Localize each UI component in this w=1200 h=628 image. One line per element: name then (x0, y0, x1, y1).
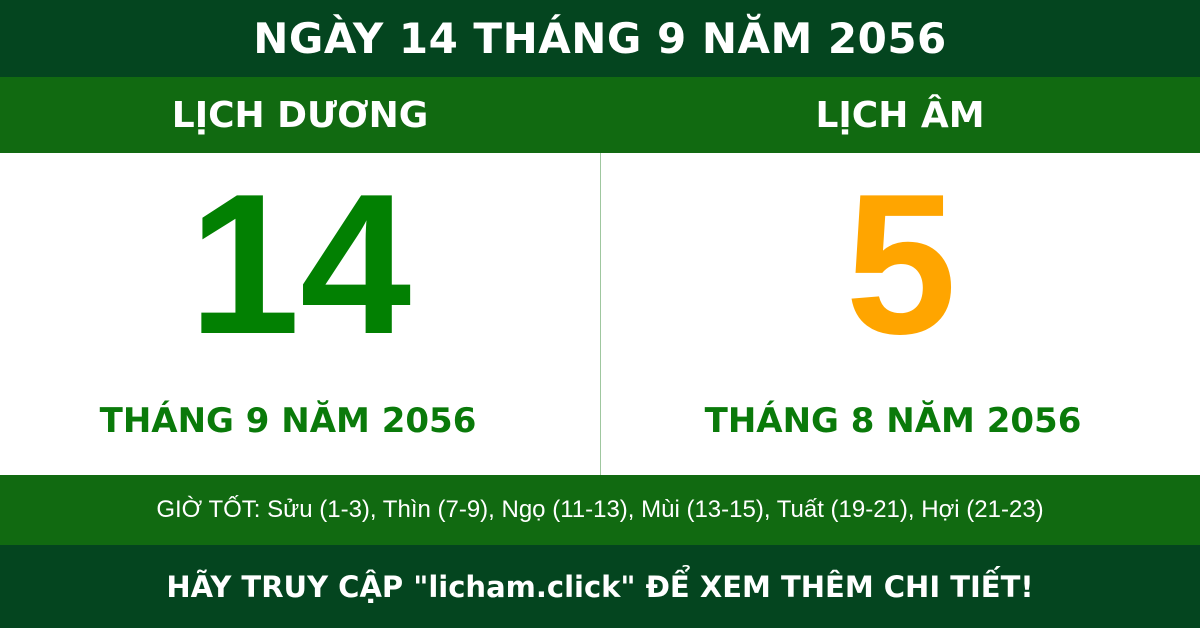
solar-month-year: THÁNG 9 NĂM 2056 (99, 401, 477, 441)
lunar-calendar-label: LỊCH ÂM (815, 94, 985, 136)
solar-day-number: 14 (188, 153, 412, 376)
solar-calendar-panel: 14 THÁNG 9 NĂM 2056 (0, 153, 600, 475)
page-title: NGÀY 14 THÁNG 9 NĂM 2056 (0, 0, 1200, 77)
lunar-day-number: 5 (845, 153, 957, 376)
solar-calendar-label: LỊCH DƯƠNG (171, 94, 429, 136)
calendar-headers: LỊCH DƯƠNG LỊCH ÂM (0, 77, 1200, 153)
good-hours-text: GIỜ TỐT: Sửu (1-3), Thìn (7-9), Ngọ (11-… (0, 475, 1200, 545)
calendar-body: 14 THÁNG 9 NĂM 2056 5 THÁNG 8 NĂM 2056 (0, 153, 1200, 475)
footer-cta: HÃY TRUY CẬP "licham.click" ĐỂ XEM THÊM … (0, 545, 1200, 628)
lunar-calendar-panel: 5 THÁNG 8 NĂM 2056 (600, 153, 1200, 475)
lunar-month-year: THÁNG 8 NĂM 2056 (704, 401, 1082, 441)
